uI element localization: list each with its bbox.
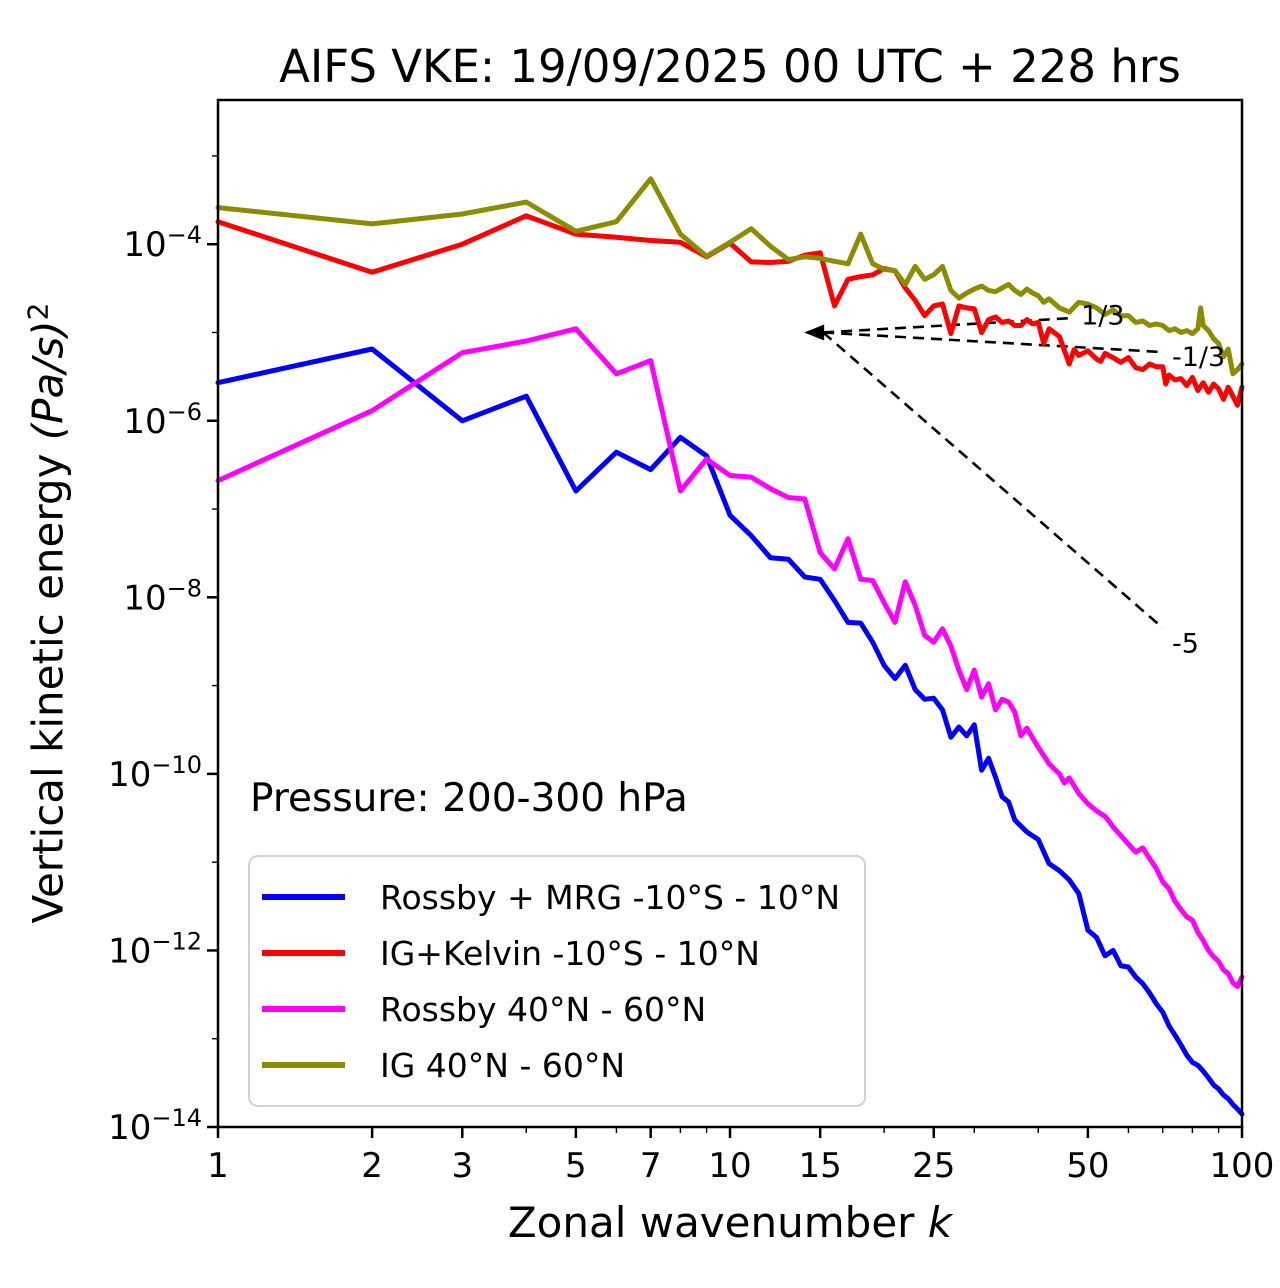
- y-tick-label: 10−14: [108, 1104, 202, 1148]
- x-axis-label-symbol: k: [927, 1198, 953, 1247]
- series-lines: [215, 176, 1245, 1117]
- reference-arrow-icon: [804, 324, 825, 341]
- y-tick-label: 10−6: [123, 398, 202, 442]
- legend-label-ig-midlat: IG 40°N - 60°N: [380, 1045, 626, 1085]
- legend-item-ig-midlat: IG 40°N - 60°N: [262, 1037, 840, 1093]
- x-tick-label: 15: [799, 1146, 842, 1186]
- legend-line-sample-rossby-midlat: [262, 1006, 345, 1012]
- x-tick-label: 3: [451, 1146, 473, 1186]
- x-tick-label: 100: [1210, 1146, 1275, 1186]
- x-tick-label: 10: [708, 1146, 751, 1186]
- x-tick-label: 1: [207, 1146, 229, 1186]
- x-axis-label-text: Zonal wavenumber: [507, 1198, 928, 1247]
- legend-label-rossby-mrg-tropics: Rossby + MRG -10°S - 10°N: [380, 877, 841, 917]
- y-tick-label: 10−4: [123, 221, 202, 265]
- x-tick-label: 7: [640, 1146, 662, 1186]
- legend-item-rossby-midlat: Rossby 40°N - 60°N: [262, 981, 840, 1037]
- y-axis-label: Vertical kinetic energy (Pa/s)2: [22, 303, 73, 924]
- x-tick-label: 25: [912, 1146, 955, 1186]
- legend-label-rossby-midlat: Rossby 40°N - 60°N: [380, 989, 707, 1029]
- pressure-annotation: Pressure: 200-300 hPa: [250, 776, 688, 821]
- series-line-ig-midlat: [215, 176, 1245, 377]
- reference-line--5: [822, 331, 1164, 629]
- x-axis-label: Zonal wavenumber k: [218, 1198, 1242, 1247]
- reference-line--1/3: [823, 331, 1163, 354]
- reference-labels: 1/3 -1/3 -5: [1081, 301, 1225, 660]
- series-line-rossby-midlat: [215, 326, 1245, 989]
- legend-line-sample-ig-midlat: [262, 1062, 345, 1068]
- legend-item-rossby-mrg-tropics: Rossby + MRG -10°S - 10°N: [262, 869, 840, 925]
- y-axis-label-exponent: 2: [21, 302, 55, 321]
- y-axis-label-text: Vertical kinetic energy: [23, 440, 73, 924]
- slope-label-1-3: 1/3: [1081, 301, 1124, 332]
- y-axis-ticks: 10−4 10−6 10−8 10−10 10−12 10−14: [108, 155, 218, 1148]
- y-tick-label: 10−12: [108, 927, 202, 971]
- x-tick-label: 50: [1066, 1146, 1109, 1186]
- y-tick-label: 10−10: [108, 751, 202, 795]
- legend-line-sample-rossby-mrg-tropics: [262, 894, 345, 900]
- y-tick-label: 10−8: [123, 574, 202, 618]
- slope-label--5: -5: [1172, 628, 1199, 659]
- y-axis-label-units: (Pa/s): [23, 320, 73, 441]
- legend-label-ig-kelvin-tropics: IG+Kelvin -10°S - 10°N: [380, 933, 760, 973]
- legend: Rossby + MRG -10°S - 10°N IG+Kelvin -10°S…: [248, 855, 867, 1107]
- x-axis-ticks: 1 2 3 5 7 10 15 25 50 100: [207, 1127, 1274, 1186]
- reference-lines: [804, 316, 1164, 629]
- legend-line-sample-ig-kelvin-tropics: [262, 950, 345, 956]
- legend-item-ig-kelvin-tropics: IG+Kelvin -10°S - 10°N: [262, 925, 840, 981]
- slope-label--1-3: -1/3: [1172, 342, 1225, 373]
- chart-title: AIFS VKE: 19/09/2025 00 UTC + 228 hrs: [279, 40, 1181, 93]
- reference-line-+1/3: [823, 316, 1075, 334]
- series-line-rossby-mrg-tropics: [215, 346, 1245, 1117]
- x-tick-label: 5: [565, 1146, 587, 1186]
- x-tick-label: 2: [361, 1146, 383, 1186]
